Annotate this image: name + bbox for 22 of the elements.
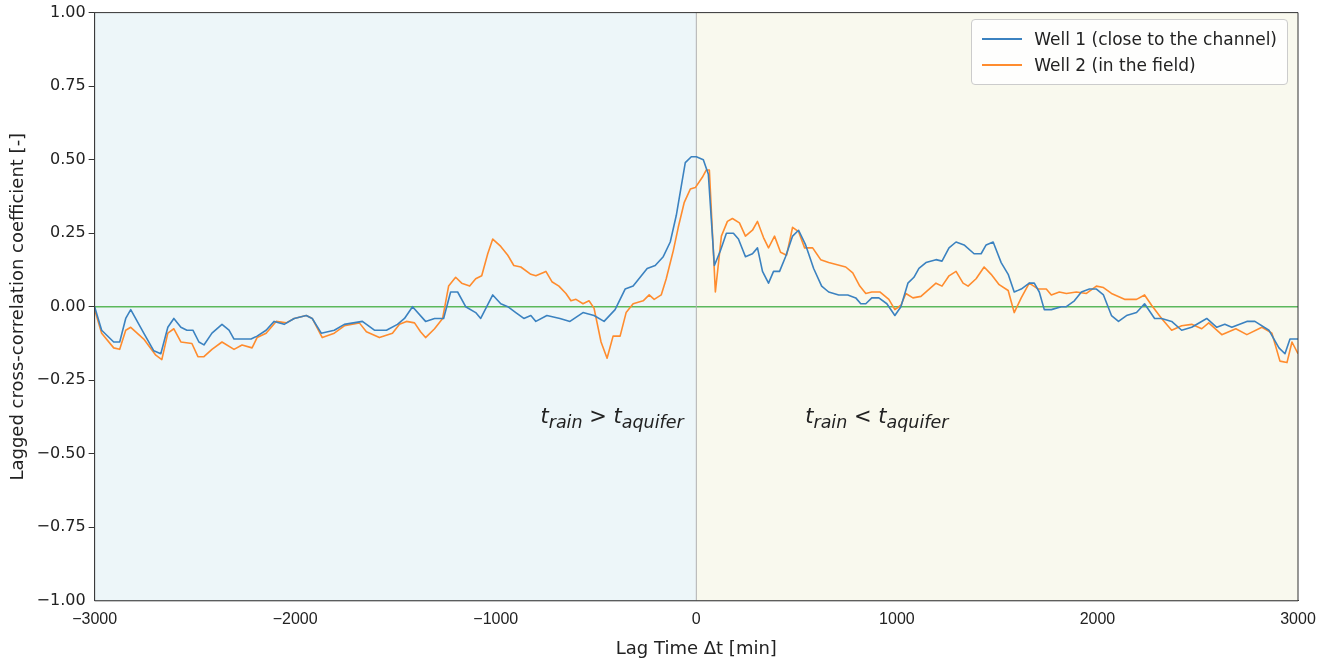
- x-tick-label: −3000: [72, 609, 118, 627]
- x-tick-label: 3000: [1280, 609, 1316, 627]
- y-tick-label: 0.00: [50, 295, 86, 315]
- y-tick-label: 0.25: [50, 222, 86, 242]
- annotation: t$_{rain}$ > t$_{aquifer}$: [540, 404, 684, 433]
- y-tick-label: 0.50: [50, 148, 86, 168]
- x-tick-label: −1000: [473, 609, 519, 627]
- y-tick-label: 1.00: [50, 1, 86, 21]
- y-tick-label: −0.50: [36, 442, 86, 462]
- legend-label: Well 2 (in the field): [1034, 53, 1196, 77]
- y-tick-label: 0.75: [50, 75, 86, 95]
- x-tick-label: 2000: [1079, 609, 1116, 627]
- legend-label: Well 1 (close to the channel): [1034, 27, 1277, 51]
- y-tick-label: −0.75: [36, 516, 86, 536]
- annotation: t$_{rain}$ < t$_{aquifer}$: [805, 404, 949, 433]
- y-axis-title: Lagged cross-correlation coefficient [-]: [6, 132, 28, 481]
- x-tick-label: 1000: [879, 609, 915, 627]
- y-tick-label: −0.25: [36, 369, 86, 389]
- y-tick-label: −1.00: [36, 589, 86, 609]
- x-tick-label: −2000: [272, 609, 318, 627]
- x-tick-label: 0: [691, 609, 701, 627]
- x-axis-title: Lag Time Δt [min]: [615, 637, 777, 658]
